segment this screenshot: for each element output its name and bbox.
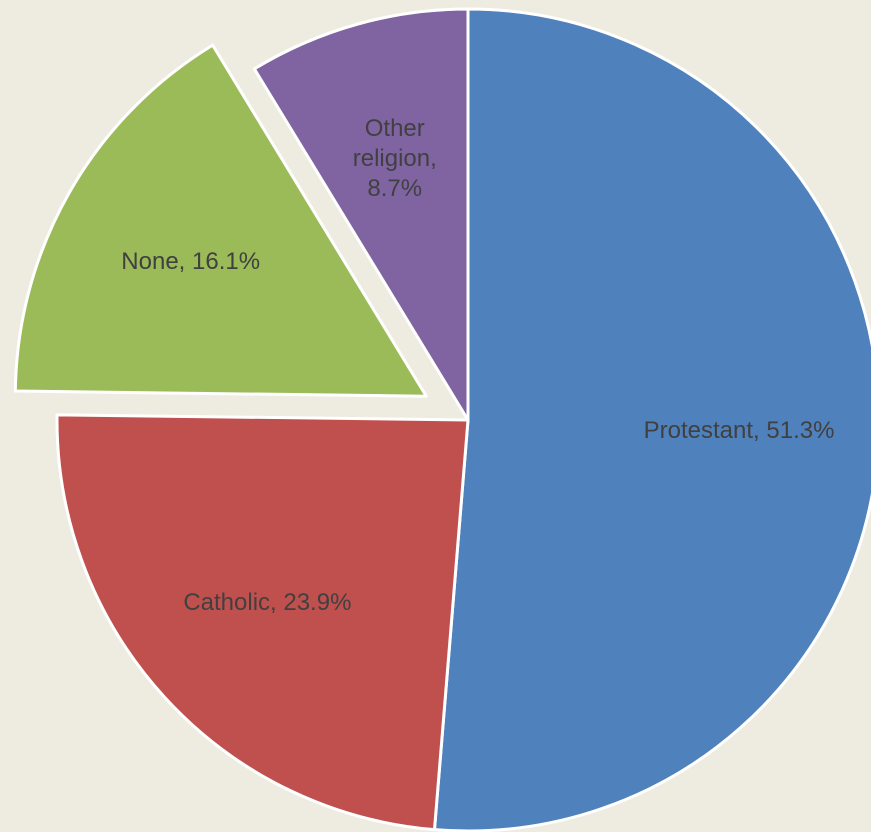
data-label: Protestant, 51.3% [643,417,835,445]
pie-slice [252,7,470,422]
data-label: Catholic, 23.9% [183,588,352,616]
pie-slice [432,7,871,832]
pie-slice [55,413,470,832]
data-label: Other religion, 8.7% [352,114,437,202]
pie-slice [13,43,428,398]
data-label: None, 16.1% [121,247,261,275]
